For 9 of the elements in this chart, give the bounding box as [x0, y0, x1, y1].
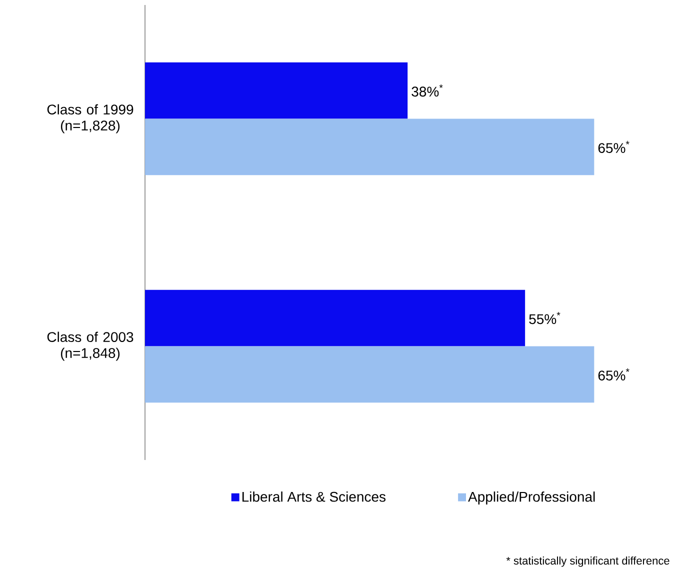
y-tick-label: Class of 2003 (n=1,848) — [47, 332, 134, 361]
data-label: 55%$^{*}$ — [529, 312, 560, 324]
legend-label: Applied/Professional — [468, 491, 595, 505]
data-label: 65%$^{*}$ — [598, 368, 630, 381]
data-label: 38%$^{*}$ — [412, 84, 443, 97]
data-label: 65%$^{*}$ — [598, 140, 630, 154]
text: * statistically significant difference — [506, 556, 670, 567]
y-tick-label: Class of 1999 (n=1,828) — [47, 104, 134, 134]
legend-label: Liberal Arts & Sciences — [242, 491, 386, 502]
